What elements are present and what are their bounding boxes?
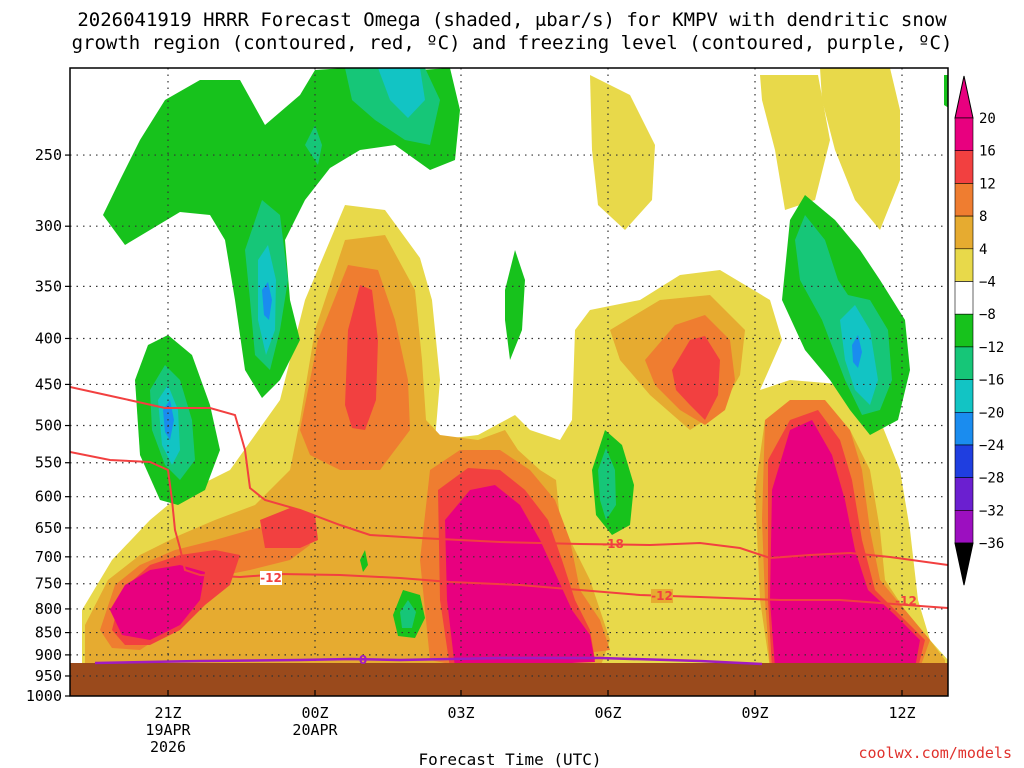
colorbar-label: 16: [979, 144, 996, 160]
omega-16-upper: [345, 285, 378, 430]
y-tick-label: 750: [35, 575, 62, 593]
omega-neg4-edge: [944, 75, 948, 108]
x-tick-sublabel: 2026: [150, 738, 186, 756]
x-tick-label: 00Z: [301, 704, 328, 722]
omega-neg4-mid: [505, 250, 525, 360]
colorbar-swatch: [954, 281, 974, 315]
colorbar-label: −36: [979, 536, 1004, 552]
y-tick-label: 850: [35, 624, 62, 642]
colorbar-label: −12: [979, 340, 1004, 356]
colorbar-swatch: [954, 150, 974, 184]
y-tick-label: 800: [35, 600, 62, 618]
colorbar-label: −32: [979, 503, 1004, 519]
colorbar-swatch: [954, 215, 974, 250]
contours: [70, 386, 948, 666]
ground-terrain: [70, 663, 948, 696]
colorbar-swatch: [954, 117, 974, 152]
y-tick-label: 550: [35, 454, 62, 472]
omega-4-upper-right-b: [760, 75, 830, 210]
omega-20-center: [445, 485, 595, 668]
colorbar-under-triangle: [954, 542, 974, 586]
y-tick-label: 600: [35, 488, 62, 506]
dendritic-contour-minus12: [70, 451, 948, 609]
omega-neg8-mid: [598, 448, 616, 520]
colorbar-swatch: [954, 477, 974, 511]
omega-8-region: [85, 235, 945, 668]
contour-label-zero: 0: [359, 653, 367, 667]
omega-neg16-left: [262, 282, 272, 320]
colorbar-label: 20: [979, 111, 996, 127]
x-axis-title: Forecast Time (UTC): [418, 750, 601, 768]
omega-20-right: [770, 420, 920, 668]
omega-16-lowmid: [260, 508, 318, 548]
colorbar-swatch: [954, 510, 974, 544]
freezing-level-contour-0: [94, 656, 763, 666]
x-tick-label: 03Z: [447, 704, 474, 722]
colorbar-swatch: [954, 183, 974, 217]
y-tick-label: 500: [35, 417, 62, 435]
contour-labels: -12 -12 -12 -18 0: [260, 537, 917, 667]
omega-neg8-small2: [400, 600, 416, 628]
colorbar-over-triangle: [954, 75, 974, 119]
dendritic-contour-minus18: [70, 386, 948, 566]
colorbar-swatch: [954, 411, 974, 446]
y-axis: 250 300 350 400 450 500 550 600 650 700 750 800 850 9…: [26, 146, 70, 705]
y-tick-label: 950: [35, 667, 62, 685]
omega-neg4-small3: [360, 550, 368, 572]
x-tick-label: 21Z: [154, 704, 181, 722]
y-tick-label: 650: [35, 519, 62, 537]
colorbar-swatch: [954, 313, 974, 348]
y-tick-label: 250: [35, 146, 62, 164]
y-tick-label: 1000: [26, 687, 62, 705]
omega-16-mid: [672, 336, 720, 420]
colorbar-label: −20: [979, 405, 1004, 421]
x-tick-label: 09Z: [741, 704, 768, 722]
omega-4-upper-right-c: [820, 68, 900, 230]
y-tick-label: 350: [35, 277, 62, 295]
chart-title-line2: growth region (contoured, red, ºC) and f…: [71, 32, 953, 54]
chart-title-line1: 2026041919 HRRR Forecast Omega (shaded, …: [77, 9, 947, 31]
colorbar-label: −4: [979, 275, 996, 291]
x-tick-sublabel: 19APR: [145, 721, 191, 739]
x-tick-label: 12Z: [888, 704, 915, 722]
colorbar-label: −16: [979, 373, 1004, 389]
colorbar-label: −8: [979, 307, 996, 323]
contour-label-minus12-a: -12: [260, 571, 282, 585]
omega-neg12-upper: [378, 68, 425, 118]
contour-label-minus18: -18: [602, 537, 624, 551]
omega-4-upper-right: [590, 75, 655, 230]
colorbar-label: 4: [979, 242, 987, 258]
contour-label-minus12-c: -12: [895, 594, 917, 608]
colorbar-swatch: [954, 379, 974, 413]
omega-shading: [82, 68, 948, 668]
colorbar-label: −28: [979, 471, 1004, 487]
y-tick-label: 900: [35, 646, 62, 664]
y-tick-label: 700: [35, 548, 62, 566]
y-tick-label: 300: [35, 217, 62, 235]
plot-frame: [69, 67, 949, 697]
credit-text: coolwx.com/models: [858, 744, 1012, 762]
colorbar-swatch: [954, 444, 974, 479]
colorbar-swatch: [954, 248, 974, 282]
colorbar-swatch: [954, 346, 974, 380]
y-tick-label: 450: [35, 375, 62, 393]
y-tick-label: 400: [35, 329, 62, 347]
colorbar: 20 16 12 8 4 −4 −8 −12 −16 −20 −24 −28 −32 −36: [954, 75, 1004, 586]
x-tick-label: 06Z: [594, 704, 621, 722]
contour-label-minus12-b: -12: [651, 589, 673, 603]
x-tick-sublabel: 20APR: [292, 721, 338, 739]
colorbar-label: −24: [979, 438, 1004, 454]
colorbar-label: 12: [979, 176, 996, 192]
colorbar-label: 8: [979, 209, 987, 225]
omega-neg16-right: [852, 335, 862, 368]
